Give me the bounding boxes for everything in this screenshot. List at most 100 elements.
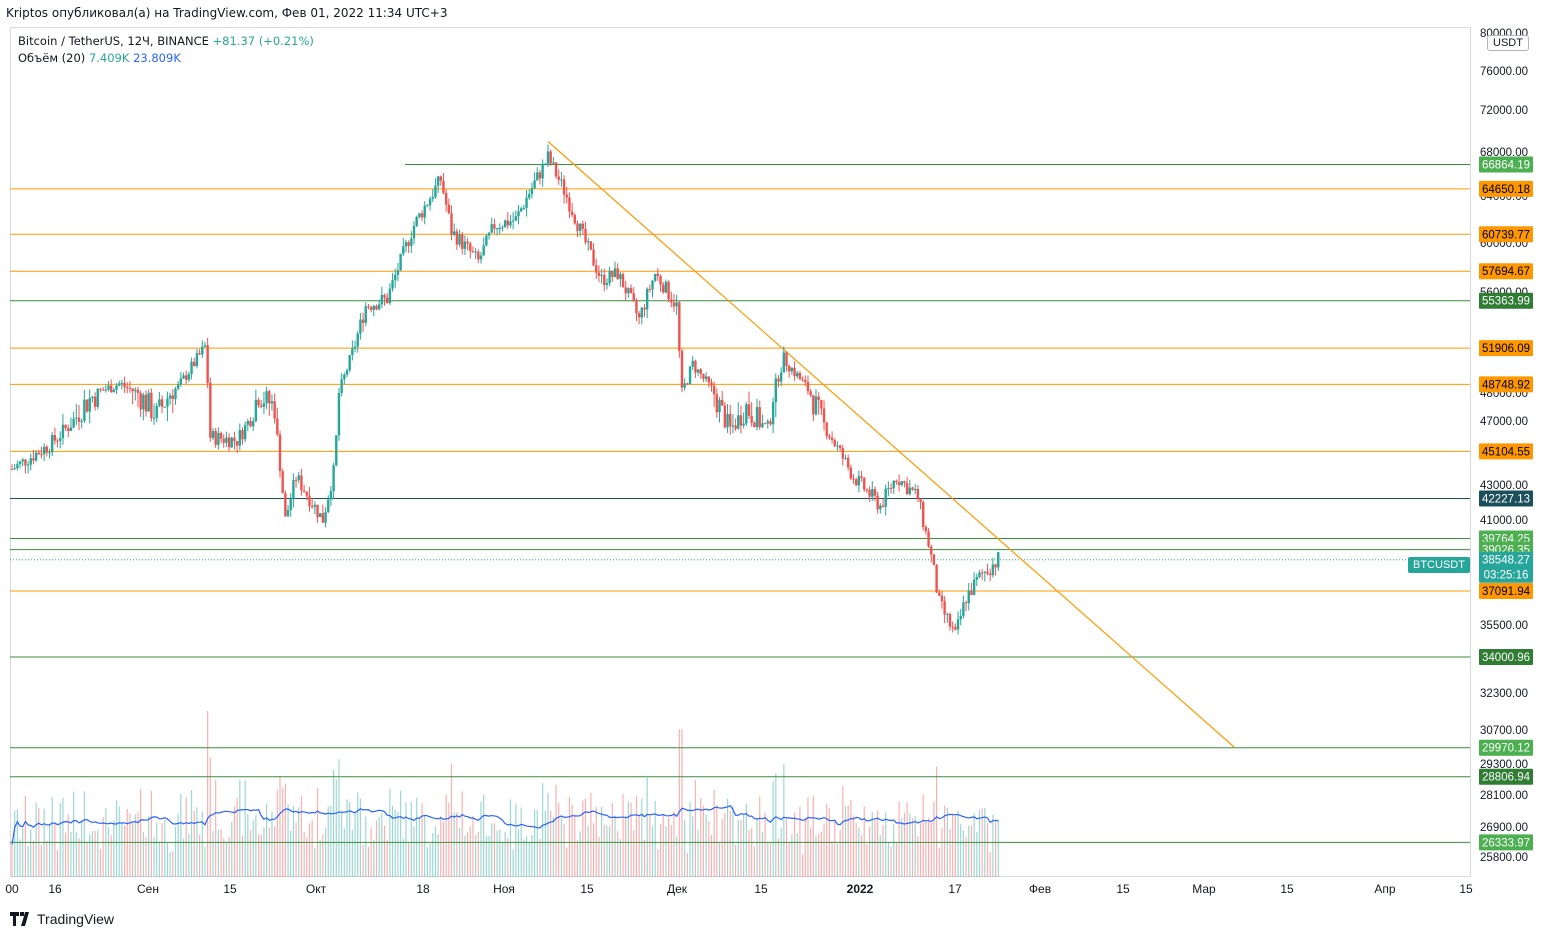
- time-tick-label: 15: [1280, 882, 1294, 896]
- candle-body: [439, 176, 442, 181]
- candle-body: [766, 421, 769, 424]
- level-badge: [1479, 443, 1533, 460]
- candle-body: [198, 353, 201, 355]
- candle-body: [394, 274, 397, 281]
- candle-body: [276, 418, 279, 435]
- candle-body: [589, 241, 593, 250]
- candle-body: [59, 438, 62, 441]
- volume-label[interactable]: Объём (20): [18, 51, 86, 65]
- candle-body: [761, 423, 764, 428]
- candle-body: [544, 163, 547, 165]
- time-tick-label: Сен: [137, 882, 159, 896]
- candle-body: [243, 424, 247, 440]
- candle-body: [474, 251, 477, 253]
- candle-body: [530, 188, 534, 195]
- candle-body: [538, 172, 542, 179]
- candle-body: [327, 499, 330, 513]
- candle-body: [970, 590, 973, 595]
- price-tick-label: 29300.00: [1480, 759, 1528, 771]
- candle-body: [595, 265, 598, 273]
- candle-body: [477, 251, 480, 260]
- time-tick-label: 2022: [847, 882, 874, 896]
- candle-body: [415, 216, 418, 226]
- candle-body: [479, 255, 483, 260]
- candle-body: [388, 288, 392, 304]
- candle-body: [246, 421, 250, 425]
- candle-body: [399, 253, 402, 271]
- symbol-badge: BTCUSDT: [1408, 557, 1470, 573]
- candle-body: [745, 404, 748, 424]
- candle-body: [75, 417, 78, 419]
- candle-body: [201, 346, 204, 355]
- candle-body: [675, 302, 678, 307]
- symbol-name[interactable]: Bitcoin / TetherUS, 12Ч, BINANCE: [18, 34, 209, 48]
- candle-body: [629, 288, 633, 294]
- candle-body: [26, 464, 30, 466]
- candle-body: [621, 274, 625, 288]
- candle-body: [600, 275, 603, 277]
- candle-body: [77, 417, 81, 422]
- candle-body: [377, 304, 381, 310]
- candle-body: [123, 383, 126, 387]
- candle-body: [423, 205, 426, 218]
- time-tick-label: 00: [5, 882, 19, 896]
- time-tick-label: Дек: [667, 882, 688, 896]
- candle-body: [316, 504, 319, 518]
- candle-body: [93, 396, 97, 407]
- candle-body: [726, 414, 729, 428]
- candle-body: [613, 268, 617, 277]
- candle-body: [903, 481, 906, 483]
- candle-body: [635, 300, 638, 314]
- candle-body: [718, 399, 721, 413]
- candle-body: [506, 220, 509, 226]
- candle-body: [721, 399, 724, 406]
- level-badge-label: 29970.12: [1482, 743, 1530, 755]
- price-tick-label: 41000.00: [1480, 515, 1528, 527]
- candle-body: [404, 242, 408, 247]
- tradingview-brand: TradingView: [37, 911, 115, 927]
- candle-body: [581, 223, 585, 229]
- horizontal-levels: [10, 163, 1470, 843]
- candle-body: [833, 439, 836, 447]
- level-badge-label: 28806.94: [1482, 772, 1531, 784]
- candle-body: [616, 268, 619, 279]
- current-price-badge: [1479, 551, 1533, 583]
- candle-body: [88, 398, 91, 412]
- candle-body: [750, 415, 753, 423]
- tradingview-footer[interactable]: TradingView: [10, 911, 114, 927]
- price-tick-label: 32300.00: [1480, 688, 1528, 700]
- candle-body: [662, 284, 665, 293]
- candle-body: [938, 592, 941, 596]
- candle-body: [959, 615, 962, 620]
- candle-body: [817, 396, 820, 400]
- candle-body: [431, 197, 434, 199]
- candle-body: [118, 383, 121, 386]
- legend-volume-row: Объём (20) 7.409K 23.809K: [18, 50, 314, 67]
- candle-body: [254, 399, 258, 422]
- level-badge: [1479, 292, 1533, 309]
- volume-layer: [11, 711, 999, 877]
- candle-body: [739, 415, 743, 426]
- candle-body: [876, 495, 879, 510]
- candle-body: [284, 493, 287, 517]
- candle-body: [879, 505, 882, 510]
- candle-body: [281, 471, 284, 494]
- candle-body: [857, 476, 861, 486]
- candle-body: [56, 440, 59, 442]
- candle-body: [268, 391, 271, 404]
- candle-body: [16, 464, 19, 469]
- level-badge: [1479, 156, 1533, 173]
- candle-body: [297, 475, 300, 481]
- level-badge: [1479, 834, 1533, 851]
- candle-body: [846, 457, 850, 468]
- currency-unit-button[interactable]: USDT: [1487, 35, 1529, 51]
- chart-frame: [10, 27, 1471, 877]
- candle-body: [348, 355, 351, 371]
- candle-body: [203, 345, 207, 347]
- candle-body: [672, 302, 676, 307]
- candle-body: [453, 231, 456, 235]
- candle-body: [897, 482, 901, 486]
- candle-body: [686, 383, 689, 385]
- time-tick-label: 17: [948, 882, 962, 896]
